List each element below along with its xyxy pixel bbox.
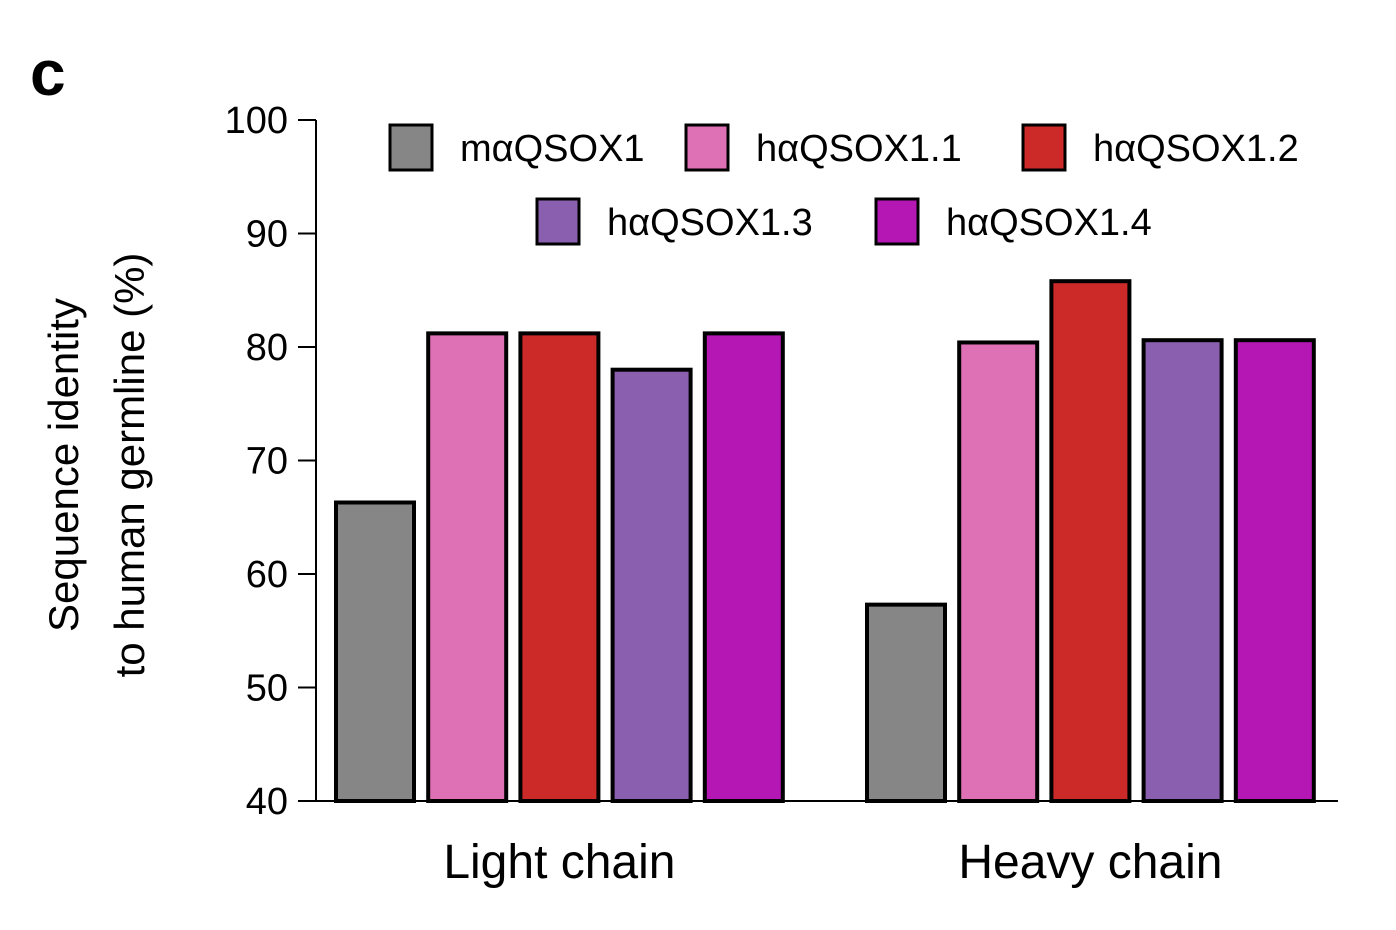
legend-swatch xyxy=(874,197,920,246)
y-axis-title-line-2: to human germline (%) xyxy=(106,253,153,678)
bar xyxy=(1233,338,1316,803)
bar xyxy=(426,331,509,803)
legend-swatch xyxy=(388,123,434,172)
bar xyxy=(1049,279,1132,804)
y-tick-label: 60 xyxy=(246,554,288,596)
legend-swatch xyxy=(684,123,730,172)
legend: mαQSOX1 hαQSOX1.1 hαQSOX1.2 hαQSOX1.3 hαQSOX… xyxy=(388,123,1299,246)
bar xyxy=(1141,338,1224,803)
legend-item: hαQSOX1.3 xyxy=(535,197,813,246)
y-tick-label: 80 xyxy=(246,327,288,369)
legend-item: mαQSOX1 xyxy=(388,123,645,172)
y-axis: 40 50 60 70 80 90 100 xyxy=(225,100,317,823)
legend-label: hαQSOX1.2 xyxy=(1093,128,1299,170)
bar xyxy=(518,331,601,803)
x-category-label: Heavy chain xyxy=(958,836,1222,889)
bar xyxy=(957,340,1040,803)
legend-item: hαQSOX1.2 xyxy=(1021,123,1299,172)
y-tick-label: 100 xyxy=(225,100,288,142)
legend-label: hαQSOX1.1 xyxy=(756,128,962,170)
panel-label: c xyxy=(30,37,66,109)
legend-label: mαQSOX1 xyxy=(460,128,645,170)
y-axis-title: Sequence identity to human germline (%) xyxy=(40,253,153,678)
legend-swatch xyxy=(1021,123,1067,172)
bar xyxy=(334,500,416,803)
legend-label: hαQSOX1.4 xyxy=(946,202,1152,244)
legend-item: hαQSOX1.1 xyxy=(684,123,962,172)
legend-item: hαQSOX1.4 xyxy=(874,197,1152,246)
y-tick-label: 70 xyxy=(246,441,288,483)
y-tick-label: 40 xyxy=(246,781,288,823)
bar xyxy=(865,602,947,804)
legend-swatch xyxy=(535,197,581,246)
y-tick-label: 90 xyxy=(246,214,288,256)
bars xyxy=(334,279,1316,804)
bar xyxy=(610,367,693,803)
y-axis-title-line-1: Sequence identity xyxy=(40,298,87,632)
y-tick-label: 50 xyxy=(246,668,288,710)
bar xyxy=(702,331,785,803)
x-axis: Light chain Heavy chain xyxy=(316,800,1338,889)
x-category-label: Light chain xyxy=(443,836,675,889)
legend-label: hαQSOX1.3 xyxy=(607,202,813,244)
